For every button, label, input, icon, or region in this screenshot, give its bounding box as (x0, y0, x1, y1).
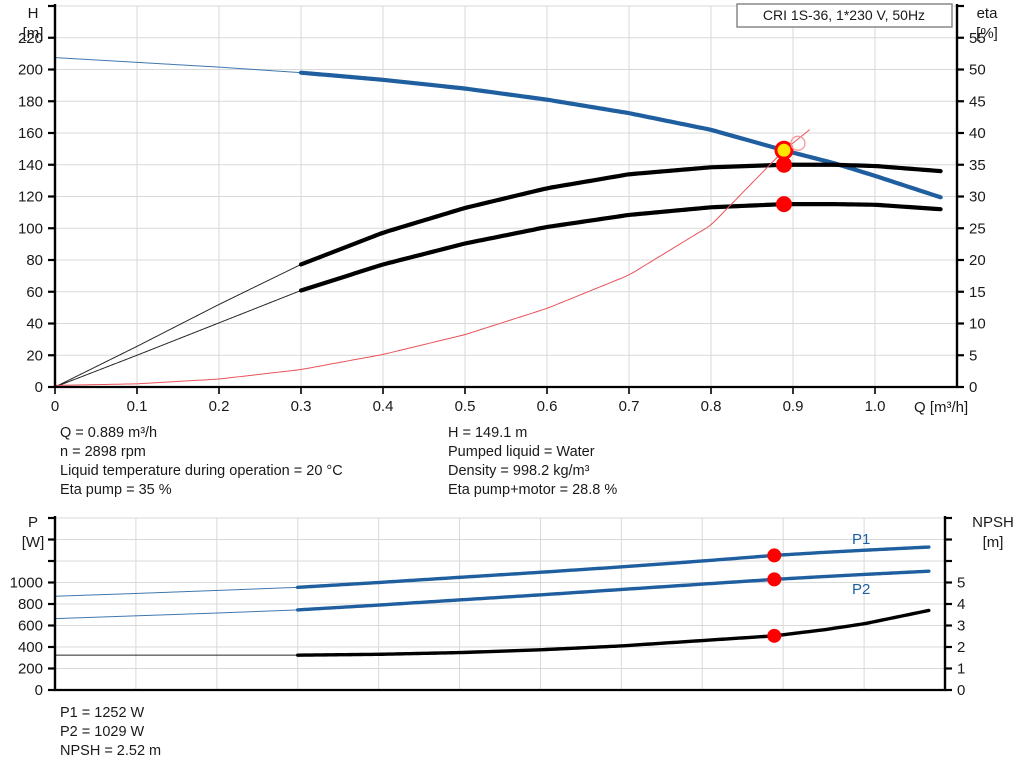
svg-text:1: 1 (957, 661, 965, 678)
info-line-pumped-liquid: Pumped liquid = Water (448, 444, 595, 460)
svg-text:0.4: 0.4 (373, 398, 394, 415)
svg-text:140: 140 (18, 157, 43, 174)
svg-text:1000: 1000 (10, 575, 43, 592)
svg-text:400: 400 (18, 639, 43, 656)
p2-duty-point (767, 572, 782, 587)
p2-curve-label: P2 (852, 581, 870, 598)
title-box: CRI 1S-36, 1*230 V, 50Hz (736, 3, 953, 28)
svg-text:80: 80 (26, 252, 43, 269)
svg-text:160: 160 (18, 125, 43, 142)
top-chart-y-axis-title-line2: [m] (23, 25, 44, 42)
info-line-head: H = 149.1 m (448, 425, 528, 441)
info-line-temperature: Liquid temperature during operation = 20… (60, 463, 343, 479)
info-line-flow: Q = 0.889 m³/h (60, 425, 158, 441)
svg-text:60: 60 (26, 284, 43, 301)
info-line-p2: P2 = 1029 W (60, 724, 145, 740)
duty-point-ghost-ring (790, 135, 806, 151)
info-line-eta-pump-motor: Eta pump+motor = 28.8 % (448, 482, 618, 498)
svg-text:0: 0 (35, 379, 43, 396)
bottom-chart-gridlines (55, 517, 945, 690)
bottom-chart-y-axis-title-line2: [W] (22, 534, 45, 551)
svg-text:120: 120 (18, 189, 43, 206)
svg-text:10: 10 (969, 316, 986, 333)
info-line-npsh: NPSH = 2.52 m (60, 743, 162, 759)
svg-text:4: 4 (957, 596, 965, 613)
info-block-operating-left: Q = 0.889 m³/h n = 2898 rpm Liquid tempe… (60, 424, 343, 500)
bottom-chart-y2-axis-title-line2: [m] (983, 534, 1004, 551)
svg-text:0.5: 0.5 (455, 398, 476, 415)
svg-text:0.8: 0.8 (701, 398, 722, 415)
power-npsh-chart: 0 200 400 600 800 1000 0 1 2 3 4 5 P [W] NPSH [m] P… (10, 514, 1014, 700)
svg-text:20: 20 (26, 347, 43, 364)
svg-text:5: 5 (969, 347, 977, 364)
svg-text:30: 30 (969, 189, 986, 206)
info-block-operating-right: H = 149.1 m Pumped liquid = Water Densit… (448, 424, 617, 500)
info-line-density: Density = 998.2 kg/m³ (448, 463, 590, 479)
info-line-speed: n = 2898 rpm (60, 444, 146, 460)
svg-text:0: 0 (51, 398, 59, 415)
svg-text:5: 5 (957, 575, 965, 592)
svg-text:0.7: 0.7 (619, 398, 640, 415)
svg-text:200: 200 (18, 62, 43, 79)
bottom-chart-tick-labels: 0 200 400 600 800 1000 0 1 2 3 4 5 (10, 575, 966, 700)
top-chart-y-axis-title-line1: H (28, 5, 39, 22)
svg-text:1.0: 1.0 (865, 398, 886, 415)
svg-text:0: 0 (35, 682, 43, 699)
head-efficiency-chart: 0 20 40 60 80 100 120 140 160 180 200 220 0 5 10 15 20 25… (18, 3, 999, 416)
svg-text:2: 2 (957, 639, 965, 656)
top-chart-curves (54, 57, 943, 388)
top-chart-y2-axis-title-line2: [%] (976, 25, 998, 42)
top-chart-y2-axis-title-line1: eta (977, 5, 999, 22)
svg-text:0.6: 0.6 (537, 398, 558, 415)
npsh-duty-point (767, 628, 782, 643)
svg-text:20: 20 (969, 252, 986, 269)
svg-text:50: 50 (969, 62, 986, 79)
svg-text:220: 220 (18, 30, 43, 47)
info-line-eta-pump: Eta pump = 35 % (60, 482, 172, 498)
svg-text:40: 40 (26, 316, 43, 333)
svg-text:0: 0 (969, 379, 977, 396)
title-box-label: CRI 1S-36, 1*230 V, 50Hz (763, 7, 925, 23)
svg-text:0.2: 0.2 (209, 398, 230, 415)
svg-text:0.9: 0.9 (783, 398, 804, 415)
svg-text:35: 35 (969, 157, 986, 174)
top-chart-x-axis-title: Q [m³/h] (914, 399, 968, 416)
eta-pump-motor-point (775, 196, 792, 213)
bottom-chart-y2-axis-title-line1: NPSH (972, 514, 1014, 531)
p1-duty-point (767, 548, 782, 563)
svg-text:25: 25 (969, 220, 986, 237)
info-block-power: P1 = 1252 W P2 = 1029 W NPSH = 2.52 m (60, 704, 161, 761)
svg-text:600: 600 (18, 618, 43, 635)
svg-text:0: 0 (957, 682, 965, 699)
svg-text:0.3: 0.3 (291, 398, 312, 415)
svg-text:15: 15 (969, 284, 986, 301)
top-chart-duty-markers[interactable] (774, 135, 806, 213)
eta-pump-point (775, 156, 792, 173)
svg-text:55: 55 (969, 30, 986, 47)
svg-text:200: 200 (18, 661, 43, 678)
p1-curve-label: P1 (852, 531, 870, 548)
top-chart-gridlines (55, 5, 957, 387)
svg-text:3: 3 (957, 618, 965, 635)
top-chart-tick-labels: 0 20 40 60 80 100 120 140 160 180 200 220 0 5 10 15 20 25… (18, 30, 986, 415)
svg-text:180: 180 (18, 93, 43, 110)
svg-text:0.1: 0.1 (127, 398, 148, 415)
svg-text:800: 800 (18, 596, 43, 613)
bottom-chart-y-axis-title-line1: P (28, 514, 38, 531)
bottom-chart-duty-markers[interactable] (767, 548, 782, 643)
top-chart-axes (48, 4, 964, 394)
info-line-p1: P1 = 1252 W (60, 705, 145, 721)
svg-text:40: 40 (969, 125, 986, 142)
bottom-chart-curves (54, 545, 931, 657)
bottom-chart-axes (48, 516, 952, 692)
svg-text:100: 100 (18, 220, 43, 237)
svg-text:45: 45 (969, 93, 986, 110)
